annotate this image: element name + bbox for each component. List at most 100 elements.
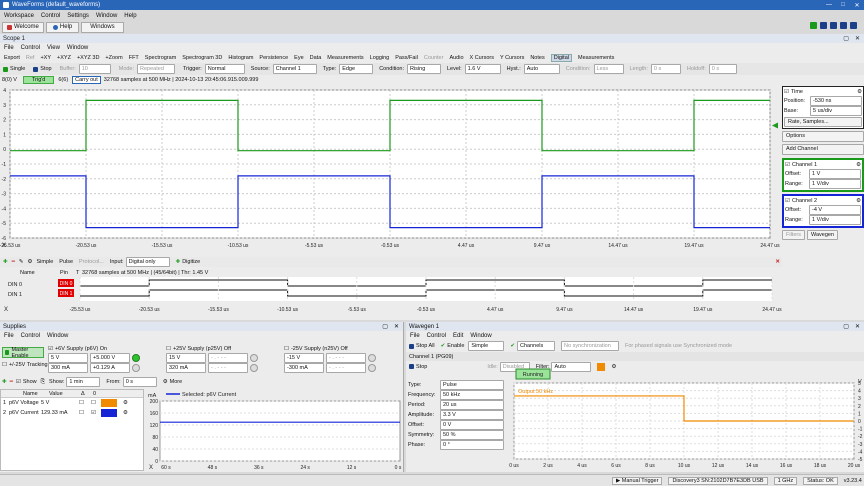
- supplies-plot[interactable]: mA Selected: p6V Current 200 160 120 80 40 060 …: [146, 389, 404, 471]
- n25v-voltage-input[interactable]: -15 V: [284, 353, 324, 363]
- n25v-current-input[interactable]: -300 mA: [284, 363, 324, 373]
- close-button[interactable]: ✕: [854, 2, 860, 9]
- scope-close-button[interactable]: ✕: [854, 36, 860, 42]
- options-button[interactable]: Options: [782, 131, 864, 142]
- wavegen-plot-area[interactable]: 5 4 3 2 1 0 -1 -2 -3 -4 -5 0 us 2 us 4 us 6 us 8 us 10 u…: [508, 368, 864, 471]
- scope-plot[interactable]: 4 3 2 1 0 -1 -2 -3 -4 -5 -6-25.53 us -20.53 us -15.5…: [0, 86, 780, 254]
- time-checkbox[interactable]: ☑: [784, 89, 789, 95]
- row2-settings-icon[interactable]: ⚙: [123, 410, 128, 416]
- wavegen-plot[interactable]: 5 43 21 0 -1-2 -3-4 -5 0 us 2 us 4 us 6 us 8 us 10 u…: [508, 368, 864, 471]
- row2-check2[interactable]: ☑: [91, 410, 96, 416]
- wg-channels-check[interactable]: ✔: [510, 343, 516, 349]
- time-settings-icon[interactable]: ⚙: [857, 89, 862, 95]
- digitize-button[interactable]: Digitize: [182, 259, 201, 265]
- wg-color-swatch[interactable]: [597, 362, 606, 371]
- wavegen-menu-window[interactable]: Window: [470, 332, 492, 339]
- menu-window[interactable]: Window: [95, 12, 118, 19]
- row1-color-swatch[interactable]: [101, 399, 117, 407]
- wg-mode-select[interactable]: Simple: [468, 341, 505, 351]
- row1-check[interactable]: ☐: [79, 400, 84, 406]
- digital-plot-area[interactable]: DIN 0 DIN 0 DIN 1 DIN 1 -25.53 us -20.53 us -1…: [0, 277, 782, 321]
- digital-close-icon[interactable]: ✕: [775, 259, 780, 265]
- p25v-current-input[interactable]: 320 mA: [166, 363, 206, 373]
- channel1-settings-icon[interactable]: ⚙: [856, 162, 861, 168]
- stop-button[interactable]: Stop: [40, 66, 52, 72]
- menu-workspace[interactable]: Workspace: [4, 12, 34, 19]
- channel2-settings-icon[interactable]: ⚙: [856, 198, 861, 204]
- p25v-voltage-input[interactable]: 15 V: [166, 353, 206, 363]
- add-channel-button[interactable]: Add Channel: [782, 144, 864, 155]
- p6v-checkbox[interactable]: ☑: [48, 345, 53, 352]
- row2-color-swatch[interactable]: [101, 409, 117, 417]
- master-enable-button[interactable]: Master Enable: [2, 347, 44, 359]
- channel1-checkbox[interactable]: ☑: [785, 162, 790, 168]
- p6v-current-input[interactable]: 300 mA: [48, 363, 88, 373]
- tab-windows[interactable]: Windows: [81, 21, 124, 33]
- buffer-input[interactable]: 10: [78, 64, 111, 74]
- tracking-option[interactable]: ☐ +/-25V Tracking: [2, 362, 48, 368]
- run-all-icon[interactable]: [810, 22, 817, 29]
- digital-protocol[interactable]: Protocol...: [79, 259, 104, 265]
- wg-offset-input[interactable]: 0 V: [440, 420, 504, 430]
- sup-show-range-select[interactable]: 1 min: [66, 377, 101, 387]
- digital-input-select[interactable]: Digital only: [125, 257, 170, 267]
- row1-check2[interactable]: ☐: [91, 400, 96, 406]
- table-row[interactable]: 2 p6V Current 129.33 mA ☐ ☑ ⚙: [3, 409, 128, 417]
- wg-filter-select[interactable]: Auto: [551, 361, 592, 372]
- digital-pin-badge[interactable]: [58, 279, 74, 287]
- sup-export-icon[interactable]: ⎘: [40, 378, 46, 385]
- scope-plot-area[interactable]: 4 3 2 1 0 -1 -2 -3 -4 -5 -6 -25.53 us -20.53 us -15.5…: [0, 86, 780, 254]
- digital-remove-icon[interactable]: ━: [11, 259, 15, 265]
- mode-select[interactable]: Repeated: [137, 64, 176, 74]
- tab-help[interactable]: Help: [45, 21, 80, 33]
- device-label[interactable]: Discovery3 SN:2102D7B7E3DB USB: [668, 476, 768, 485]
- table-row[interactable]: 1 p6V Voltage 5 V ☐ ☐ ⚙: [3, 399, 128, 407]
- digital-plot[interactable]: DIN 0 DIN 0 DIN 1 DIN 1 -25.53 us -20.53 us -1…: [0, 277, 782, 321]
- supplies-float-button[interactable]: ▢: [382, 324, 388, 330]
- hyst-input[interactable]: Auto: [523, 64, 560, 74]
- channel1-offset-input[interactable]: 1 V: [809, 169, 861, 179]
- p25v-on-indicator[interactable]: [250, 354, 258, 362]
- clock-label[interactable]: 1 GHz: [773, 476, 798, 485]
- source-select[interactable]: Channel 1: [272, 64, 317, 74]
- wg-amplitude-input[interactable]: 3.3 V: [440, 410, 504, 420]
- condition2-select[interactable]: Less: [593, 64, 624, 74]
- tool-notes[interactable]: Notes: [530, 54, 545, 61]
- stop-all-button[interactable]: Stop All: [416, 343, 435, 349]
- tool-spectrogram-3d[interactable]: Spectrogram 3D: [182, 54, 223, 61]
- scope-float-button[interactable]: ▢: [843, 36, 849, 42]
- supplies-menu-window[interactable]: Window: [47, 332, 69, 339]
- menu-settings[interactable]: Settings: [67, 12, 89, 19]
- menu-help[interactable]: Help: [124, 12, 137, 19]
- tool-eye[interactable]: Eye: [294, 54, 304, 61]
- digital-edit-icon[interactable]: ✎: [18, 259, 24, 265]
- tool-pass-fail[interactable]: Pass/Fail: [395, 54, 418, 61]
- tool-digital[interactable]: Digital: [550, 53, 572, 62]
- tool-logging[interactable]: Logging: [369, 54, 390, 61]
- scope-menu-control[interactable]: Control: [20, 44, 41, 51]
- scope-menu-window[interactable]: Window: [66, 44, 89, 51]
- tool-spectrogram[interactable]: Spectrogram: [144, 54, 177, 61]
- single-button[interactable]: Single: [10, 66, 26, 72]
- scope-menu-view[interactable]: View: [47, 44, 60, 51]
- p6v-on-indicator[interactable]: [132, 354, 140, 362]
- p25v-checkbox[interactable]: ☐: [166, 345, 171, 352]
- tool-measurements-2[interactable]: Measurements: [578, 54, 615, 61]
- tool-histogram[interactable]: Histogram: [228, 54, 254, 61]
- tool-x-cursors[interactable]: X Cursors: [469, 54, 494, 61]
- sup-add-icon[interactable]: ✚: [2, 379, 7, 385]
- tool-data[interactable]: Data: [309, 54, 322, 61]
- supplies-menu-file[interactable]: File: [4, 332, 14, 339]
- minimize-button[interactable]: —: [826, 2, 832, 8]
- channel1-range-select[interactable]: 1 V/div: [809, 179, 861, 189]
- tool-export[interactable]: Export: [4, 54, 20, 61]
- sup-remove-icon[interactable]: ━: [9, 379, 13, 385]
- wavegen-menu-file[interactable]: File: [410, 332, 420, 339]
- tool-xyz-3d[interactable]: +XYZ 3D: [76, 54, 100, 61]
- wg-period-input[interactable]: 20 us: [440, 400, 504, 410]
- rate-samples-button[interactable]: Rate, Samples...: [784, 117, 862, 127]
- tool-counter[interactable]: Counter: [423, 54, 444, 61]
- condition-select[interactable]: Rising: [406, 64, 441, 74]
- digital-pin-badge[interactable]: [58, 289, 74, 297]
- n25v-checkbox[interactable]: ☐: [284, 345, 289, 352]
